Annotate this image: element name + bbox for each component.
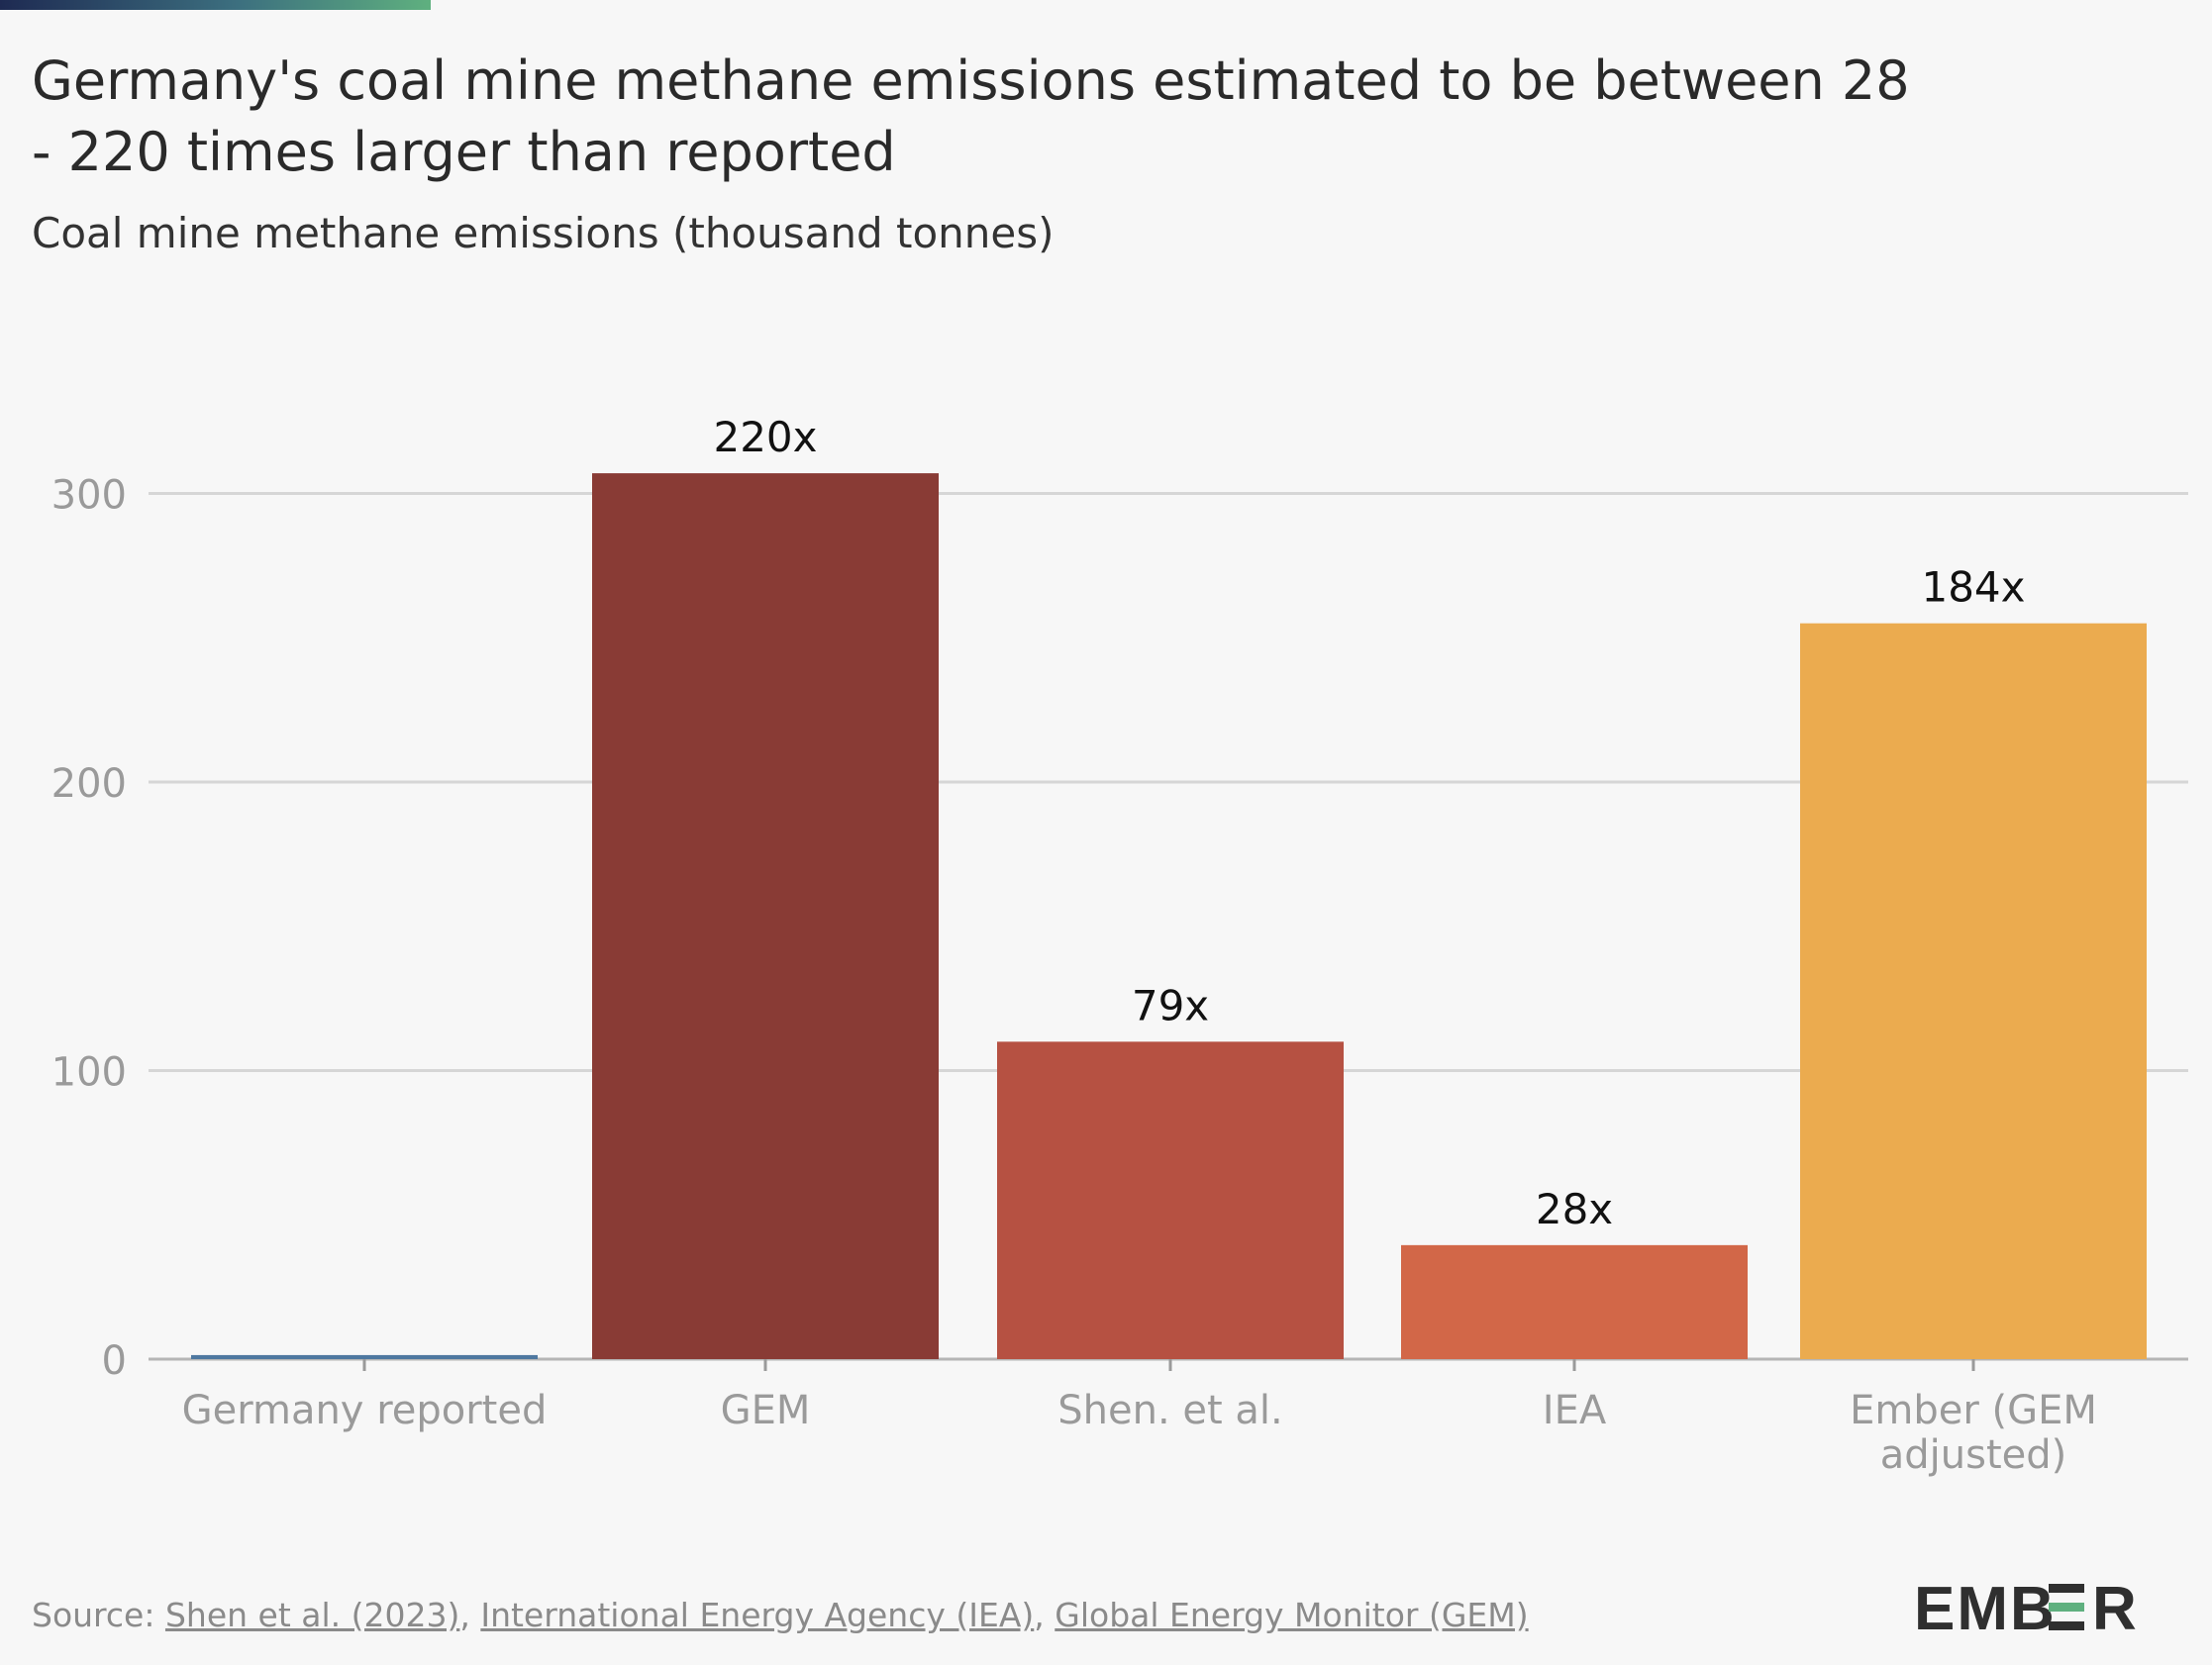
svg-text:EMB: EMB — [1914, 1576, 2057, 1637]
brand-accent-bar — [0, 0, 431, 10]
source-separator: , — [1034, 1596, 1056, 1634]
source-link-iea[interactable]: International Energy Agency (IEA) — [480, 1596, 1035, 1634]
chart-title: Germany's coal mine methane emissions es… — [32, 49, 1910, 183]
x-tick-label: GEM — [721, 1388, 811, 1433]
svg-text:R: R — [2092, 1576, 2137, 1637]
source-prefix: Source: — [32, 1596, 165, 1634]
ember-logo: EMB R — [1914, 1575, 2152, 1643]
y-tick-label: 200 — [51, 761, 127, 807]
source-link-gem[interactable]: Global Energy Monitor (GEM) — [1055, 1596, 1529, 1634]
data-label: 220x — [713, 413, 817, 461]
bar — [997, 1041, 1344, 1359]
bar — [592, 473, 939, 1360]
bar — [191, 1354, 538, 1359]
bar — [1401, 1244, 1748, 1359]
data-label: 184x — [1921, 563, 2025, 612]
data-label: 79x — [1132, 981, 1209, 1029]
bar — [1800, 623, 2147, 1359]
y-tick-label: 0 — [102, 1338, 127, 1384]
chart-subtitle: Coal mine methane emissions (thousand to… — [32, 209, 1055, 257]
source-link-shen[interactable]: Shen et al. (2023) — [164, 1596, 460, 1634]
x-tick-label: adjusted) — [1880, 1432, 2067, 1478]
source-note: Source: Shen et al. (2023), Internationa… — [32, 1594, 1529, 1637]
y-tick-label: 300 — [51, 473, 127, 519]
x-tick-label: Germany reported — [182, 1388, 548, 1433]
bar-chart: 0 100 200 300 Germany reported GEM Shen. et al… — [51, 413, 2188, 1478]
y-tick-label: 100 — [51, 1050, 127, 1096]
x-tick-label: Ember (GEM — [1850, 1388, 2097, 1433]
x-tick-label: Shen. et al. — [1057, 1388, 1282, 1433]
data-label: 28x — [1536, 1185, 1613, 1233]
x-tick-label: IEA — [1543, 1388, 1607, 1433]
source-separator: , — [459, 1596, 481, 1634]
